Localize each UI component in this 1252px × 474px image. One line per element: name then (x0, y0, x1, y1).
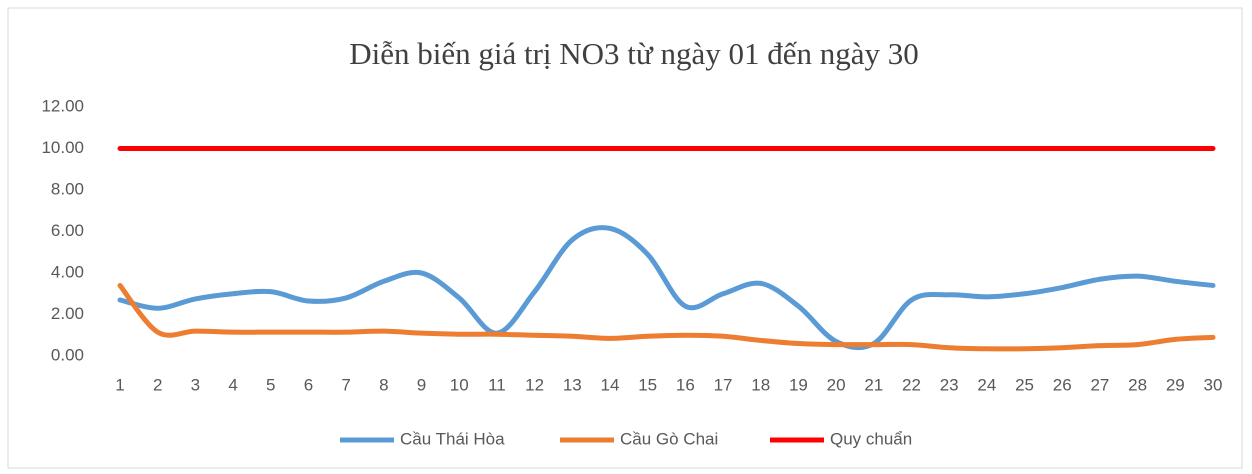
legend-label: Cầu Gò Chai (620, 429, 718, 448)
x-tick-label: 7 (341, 375, 350, 394)
x-tick-label: 6 (304, 375, 313, 394)
x-tick-label: 30 (1204, 375, 1223, 394)
x-tick-label: 15 (638, 375, 657, 394)
x-tick-label: 22 (902, 375, 921, 394)
x-tick-label: 20 (827, 375, 846, 394)
y-tick-label: 8.00 (51, 179, 84, 198)
x-tick-label: 3 (191, 375, 200, 394)
x-tick-label: 25 (1015, 375, 1034, 394)
x-tick-label: 21 (864, 375, 883, 394)
x-tick-label: 27 (1090, 375, 1109, 394)
y-tick-label: 4.00 (51, 262, 84, 281)
y-tick-label: 6.00 (51, 221, 84, 240)
x-tick-label: 13 (563, 375, 582, 394)
x-tick-label: 12 (525, 375, 544, 394)
x-tick-label: 28 (1128, 375, 1147, 394)
legend-label: Quy chuẩn (830, 429, 912, 448)
y-tick-label: 0.00 (51, 345, 84, 364)
x-tick-label: 14 (601, 375, 620, 394)
x-tick-label: 24 (977, 375, 996, 394)
y-tick-label: 12.00 (41, 96, 84, 115)
x-tick-label: 16 (676, 375, 695, 394)
x-tick-label: 17 (714, 375, 733, 394)
x-tick-label: 11 (488, 375, 506, 394)
series-line (117, 225, 1216, 351)
x-tick-label: 9 (417, 375, 426, 394)
x-tick-label: 8 (379, 375, 388, 394)
chart-title: Diễn biến giá trị NO3 từ ngày 01 đến ngà… (349, 36, 919, 71)
x-tick-label: 29 (1166, 375, 1185, 394)
y-tick-label: 10.00 (41, 138, 84, 157)
x-tick-label: 26 (1053, 375, 1072, 394)
series-line (117, 282, 1216, 352)
x-tick-label: 19 (789, 375, 808, 394)
x-tick-label: 2 (153, 375, 162, 394)
chart-border (7, 7, 1243, 469)
x-tick-label: 23 (940, 375, 959, 394)
x-tick-label: 10 (450, 375, 469, 394)
y-tick-label: 2.00 (51, 304, 84, 323)
x-tick-label: 4 (228, 375, 237, 394)
x-tick-label: 18 (751, 375, 770, 394)
x-tick-label: 5 (266, 375, 275, 394)
x-tick-label: 1 (115, 375, 124, 394)
legend-label: Cầu Thái Hòa (400, 429, 505, 448)
